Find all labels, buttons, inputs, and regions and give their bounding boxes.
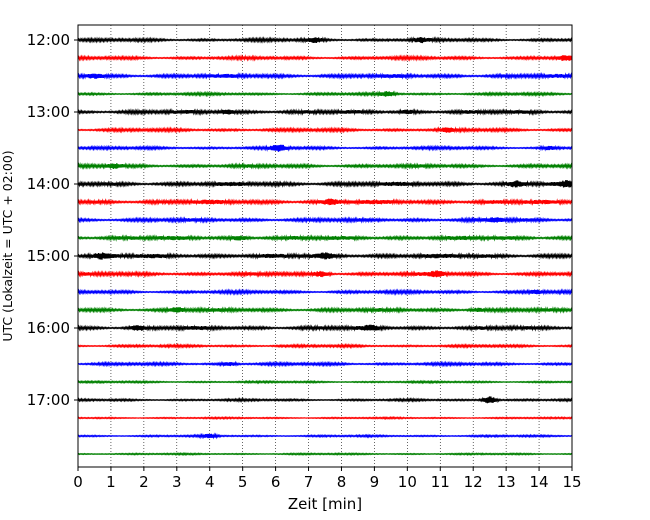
seismic-trace xyxy=(77,396,573,404)
seismic-trace xyxy=(77,144,573,152)
seismic-trace xyxy=(77,54,573,62)
trace-layer xyxy=(77,36,573,457)
x-tick-label: 13 xyxy=(497,473,516,491)
x-tick-label: 14 xyxy=(530,473,549,491)
x-axis-label: Zeit [min] xyxy=(288,495,362,513)
x-tick-label: 0 xyxy=(73,473,83,491)
seismic-trace xyxy=(77,36,573,44)
x-tick-label: 2 xyxy=(139,473,149,491)
seismic-trace xyxy=(77,72,573,80)
seismic-trace xyxy=(77,379,573,385)
x-tick-label: 12 xyxy=(464,473,483,491)
seismic-trace xyxy=(77,216,573,224)
seismic-trace xyxy=(77,252,573,260)
y-tick-label: 13:00 xyxy=(27,103,70,121)
seismic-trace xyxy=(77,234,573,242)
x-tick-label: 1 xyxy=(106,473,116,491)
seismic-trace xyxy=(77,270,573,278)
axes: 0 1 2 3 4 5 6 7 8 9 10 11 12 13 14 1512:0013:0014:0015:… xyxy=(27,24,582,491)
seismic-trace xyxy=(77,179,573,188)
y-tick-label: 12:00 xyxy=(27,31,70,49)
x-tick-label: 3 xyxy=(172,473,182,491)
x-tick-label: 11 xyxy=(431,473,450,491)
x-tick-label: 6 xyxy=(271,473,281,491)
x-tick-label: 10 xyxy=(398,473,417,491)
y-tick-label: 15:00 xyxy=(27,247,70,265)
seismic-trace xyxy=(77,342,573,350)
x-tick-label: 9 xyxy=(370,473,380,491)
x-tick-label: 15 xyxy=(562,473,581,491)
seismic-trace xyxy=(77,360,573,368)
y-axis-label: UTC (Lokalzeit = UTC + 02:00) xyxy=(0,150,15,341)
seismic-trace xyxy=(77,451,573,457)
x-tick-label: 7 xyxy=(304,473,314,491)
x-tick-label: 8 xyxy=(337,473,347,491)
y-tick-label: 14:00 xyxy=(27,175,70,193)
seismic-trace xyxy=(77,415,573,421)
plot-frame xyxy=(77,24,573,468)
seismic-trace xyxy=(77,162,573,170)
seismic-trace xyxy=(77,108,573,116)
seismic-trace xyxy=(77,90,573,98)
seismic-trace xyxy=(77,432,573,440)
y-tick-label: 16:00 xyxy=(27,319,70,337)
x-tick-label: 4 xyxy=(205,473,215,491)
x-tick-label: 5 xyxy=(238,473,248,491)
seismic-trace xyxy=(77,324,573,332)
seismic-trace xyxy=(77,198,573,206)
y-tick-label: 17:00 xyxy=(27,391,70,409)
seismic-trace xyxy=(77,306,573,314)
seismic-trace xyxy=(77,126,573,134)
seismic-trace xyxy=(77,288,573,296)
